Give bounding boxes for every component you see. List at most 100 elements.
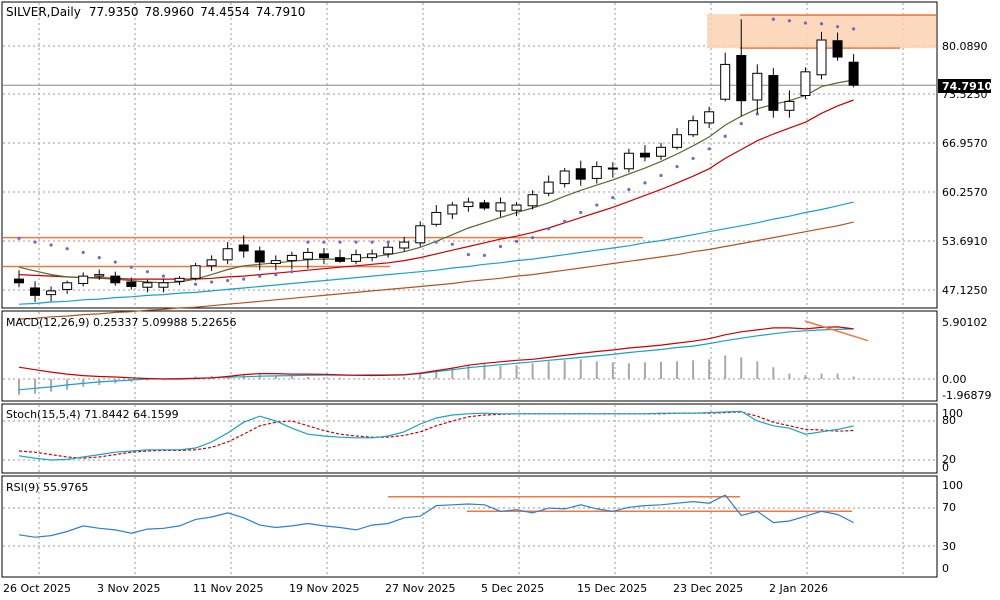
candle (174, 276, 185, 286)
bearish-candle-body (768, 75, 779, 111)
psar-dot (852, 27, 856, 31)
psar-dot (707, 147, 711, 151)
candle (511, 202, 522, 217)
psar-dot (193, 282, 198, 286)
bullish-candle-body (591, 166, 602, 179)
rsi-tick: 30 (942, 540, 956, 553)
psar-dot (33, 240, 37, 244)
bearish-candle-body (335, 257, 345, 262)
bullish-candle-body (752, 72, 763, 101)
stoch-axis[interactable]: 100 80 20 0 (942, 407, 963, 474)
stoch-main-line (18, 410, 854, 461)
candle (527, 190, 538, 210)
candle (591, 161, 602, 184)
rsi-tick: 0 (942, 562, 949, 575)
psar-dot (579, 210, 583, 215)
psar-dot (129, 265, 133, 269)
bullish-candle-body (142, 282, 153, 288)
candle (639, 145, 650, 162)
psar-dot (595, 203, 599, 207)
bullish-candle-body (46, 290, 57, 296)
candle (447, 202, 458, 220)
bullish-candle-body (190, 265, 201, 279)
psar-dot (643, 181, 647, 185)
candle (672, 128, 683, 150)
candle (768, 68, 779, 118)
bullish-candle-body (656, 146, 666, 157)
bearish-candle-body (479, 202, 490, 209)
candle (415, 221, 426, 247)
psar-dot (771, 17, 775, 21)
bullish-candle-body (222, 248, 233, 261)
rsi-axis[interactable]: 100 70 30 0 (942, 479, 963, 575)
psar-dot (691, 156, 695, 161)
candle (575, 160, 586, 186)
psar-dot (113, 260, 117, 264)
macd-layer (18, 320, 869, 395)
bullish-candle-body (688, 120, 699, 136)
candle (543, 175, 554, 197)
bearish-candle-body (110, 275, 121, 284)
bullish-candle-body (463, 201, 474, 208)
psar-dot (482, 253, 487, 257)
bearish-candle-body (607, 167, 618, 170)
bullish-candle-body (623, 152, 634, 170)
moving-average-cyan (18, 201, 854, 305)
time-axis[interactable]: 26 Oct 2025 3 Nov 2025 11 Nov 2025 19 No… (3, 582, 828, 595)
psar-dot (258, 274, 262, 278)
macd-label: MACD(12,26,9) 0.25337 5.09988 5.22656 (6, 316, 237, 329)
stoch-panel-frame[interactable] (1, 403, 938, 474)
psar-dot (274, 273, 278, 277)
rsi-panel-frame[interactable] (1, 475, 938, 578)
macd-signal-line (18, 328, 854, 391)
psar-dot (498, 244, 503, 249)
candle (495, 197, 506, 217)
macd-panel-frame[interactable] (1, 310, 938, 402)
psar-dot (210, 280, 214, 284)
time-label: 26 Oct 2025 (3, 582, 71, 595)
stoch-tick: 20 (942, 453, 956, 466)
psar-dot (819, 22, 824, 26)
price-tick: 53.6910 (942, 235, 988, 248)
psar-dot (145, 270, 149, 274)
candle (158, 279, 169, 293)
psar-dot (242, 277, 246, 281)
psar-dot (627, 187, 631, 192)
time-label: 3 Nov 2025 (97, 582, 160, 595)
candle (190, 262, 201, 281)
bullish-candle-body (784, 100, 795, 111)
candle (110, 271, 121, 286)
price-layer (3, 14, 936, 320)
psar-dot (354, 240, 358, 244)
candle (559, 168, 570, 188)
candle (607, 162, 618, 178)
candle (720, 52, 731, 102)
candle (254, 246, 265, 271)
candle (463, 197, 474, 212)
candle (222, 242, 233, 265)
stoch-tick: 0 (942, 461, 949, 474)
bearish-candle-body (14, 278, 24, 284)
rsi-tick: 70 (942, 501, 956, 514)
price-tick: 80.0890 (942, 40, 988, 53)
price-panel-frame[interactable] (1, 1, 938, 309)
moving-average-green (18, 79, 854, 284)
bearish-candle-body (126, 281, 137, 287)
bearish-candle-body (30, 287, 41, 296)
candle (62, 280, 73, 294)
current-price-label: 74.7910 (942, 80, 992, 93)
stoch-tick: 100 (942, 407, 963, 420)
stoch-label: Stoch(15,5,4) 71.8442 64.1599 (6, 408, 179, 421)
psar-dot (514, 239, 519, 243)
bullish-candle-body (270, 260, 281, 265)
macd-axis[interactable]: 5.90102 0.00 -1.96879 (942, 316, 991, 402)
candle (623, 148, 634, 173)
candle (14, 270, 24, 288)
price-axis[interactable]: 80.0890 73.5230 66.9570 60.2570 53.6910 … (938, 40, 992, 297)
psar-dot (386, 240, 390, 244)
candle (752, 64, 763, 114)
rsi-layer (18, 494, 854, 538)
candle (78, 272, 89, 287)
bullish-candle-body (495, 202, 506, 212)
